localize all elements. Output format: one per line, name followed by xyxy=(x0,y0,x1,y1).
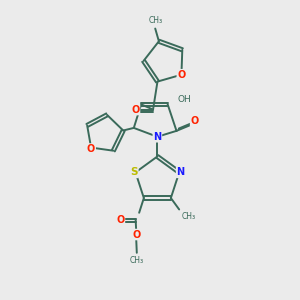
Text: OH: OH xyxy=(178,94,192,103)
Text: N: N xyxy=(177,167,185,177)
Text: O: O xyxy=(132,230,140,239)
Text: O: O xyxy=(131,105,140,115)
Text: O: O xyxy=(177,70,186,80)
Text: O: O xyxy=(87,144,95,154)
Text: O: O xyxy=(190,116,199,126)
Text: CH₃: CH₃ xyxy=(182,212,196,221)
Text: CH₃: CH₃ xyxy=(148,16,162,25)
Text: N: N xyxy=(153,132,161,142)
Text: S: S xyxy=(130,167,138,177)
Text: CH₃: CH₃ xyxy=(130,256,144,265)
Text: O: O xyxy=(116,215,124,225)
